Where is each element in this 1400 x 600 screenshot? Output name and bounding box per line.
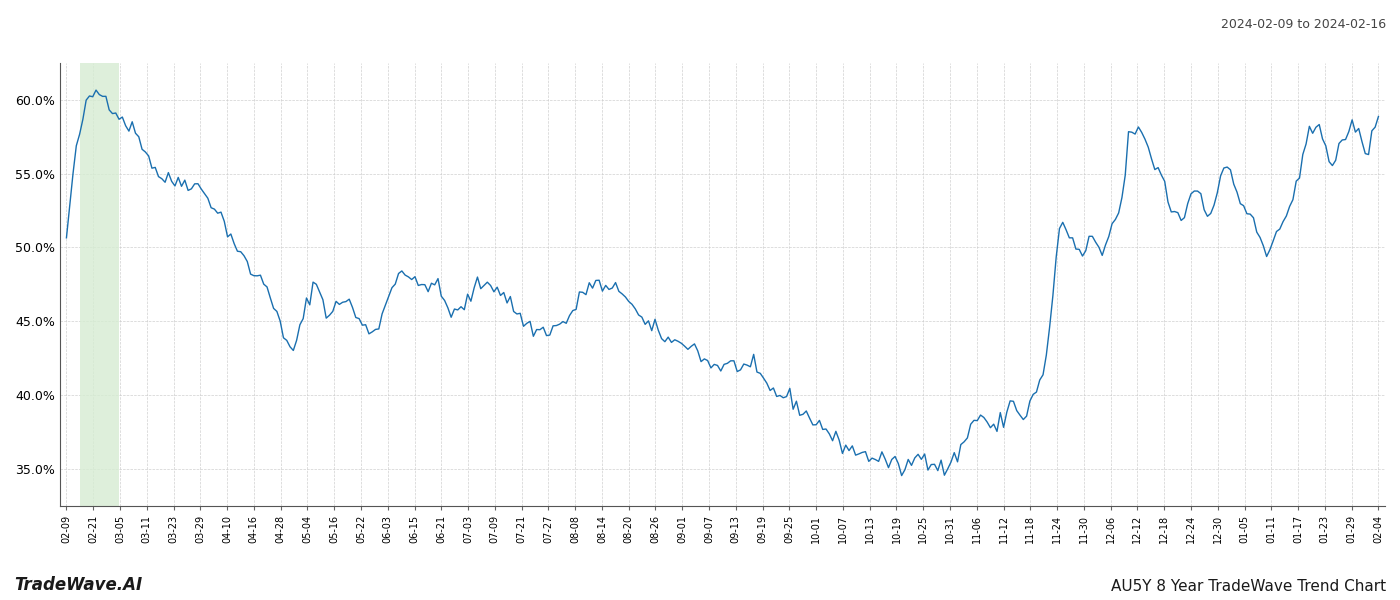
Text: TradeWave.AI: TradeWave.AI	[14, 576, 143, 594]
Text: AU5Y 8 Year TradeWave Trend Chart: AU5Y 8 Year TradeWave Trend Chart	[1110, 579, 1386, 594]
Text: 2024-02-09 to 2024-02-16: 2024-02-09 to 2024-02-16	[1221, 18, 1386, 31]
Bar	[80, 63, 119, 506]
